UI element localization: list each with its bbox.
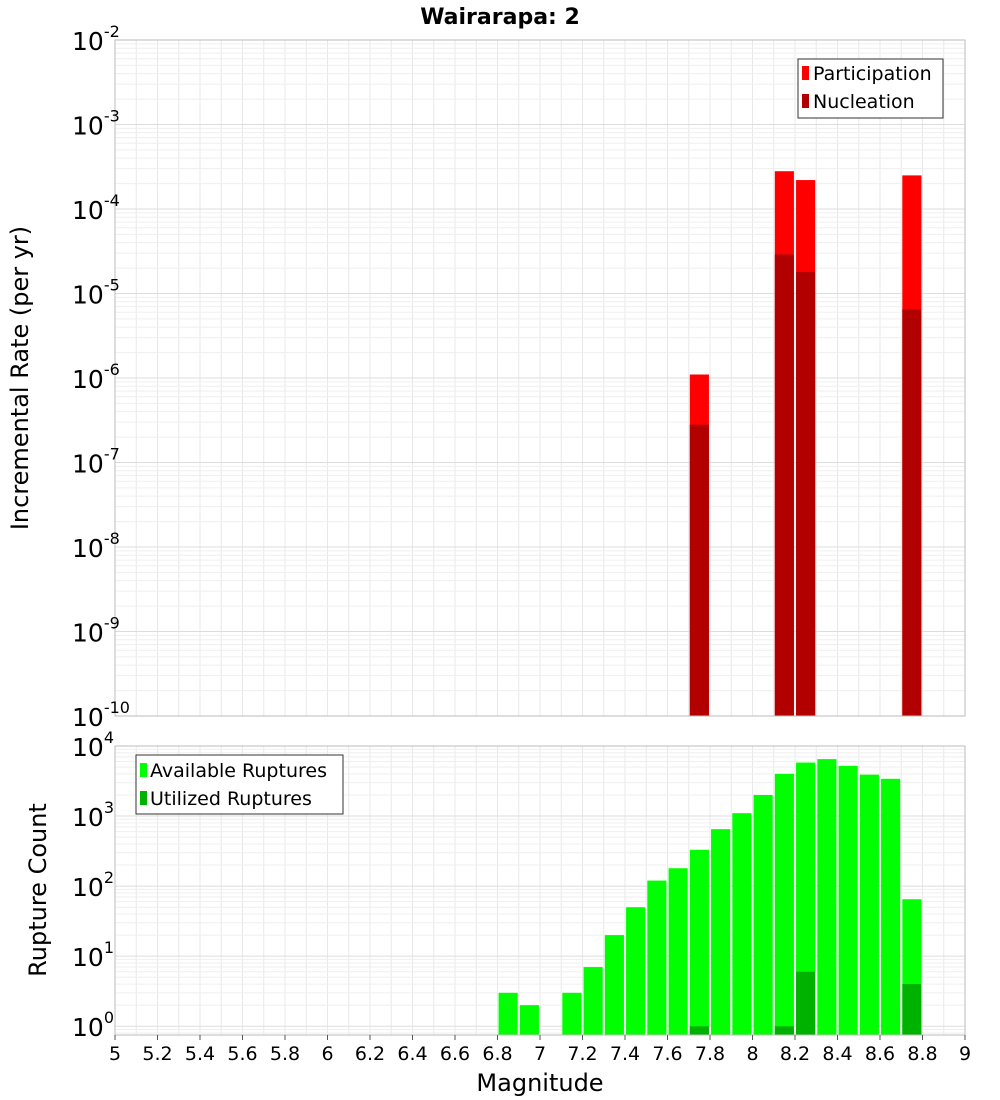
rate-bars (689, 171, 922, 716)
x-tick-label: 8.4 (822, 1043, 852, 1065)
rate-grid (114, 40, 966, 717)
count-y-axis-label: Rupture Count (24, 803, 52, 977)
x-tick-label: 8.6 (865, 1043, 895, 1065)
count-y-tick-label: 103 (72, 798, 114, 832)
bar-available-ruptures (881, 778, 901, 1035)
x-tick-label: 7.4 (610, 1043, 640, 1065)
bar-utilized-ruptures (774, 1026, 794, 1035)
rate-y-tick-label: 10-2 (72, 22, 120, 56)
rate-y-tick-label: 10-8 (72, 529, 120, 563)
bar-available-ruptures (626, 907, 646, 1035)
legend-label-available: Available Ruptures (150, 760, 327, 782)
rate-y-tick-label: 10-4 (72, 191, 120, 225)
rate-plot-frame (114, 39, 966, 717)
rate-y-ticks: 10-2 10-3 10-4 10-5 10-6 10-7 10-8 10-9 10-10 (72, 22, 130, 732)
legend-swatch-utilized (140, 791, 147, 805)
x-tick-label: 5.8 (270, 1043, 300, 1065)
x-tick-label: 6 (321, 1043, 333, 1065)
legend-swatch-nucleation (802, 94, 809, 108)
count-y-tick-label: 102 (72, 868, 114, 902)
x-tick-label: 6.8 (482, 1043, 512, 1065)
x-tick-label: 6.6 (440, 1043, 470, 1065)
count-panel: 104 103 102 101 100 5 5.2 5.4 5.6 5.8 6 6.2 6.4 6.6 6… (24, 728, 971, 1097)
bar-available-ruptures (711, 829, 731, 1035)
bar-available-ruptures (498, 992, 518, 1035)
x-tick-label: 7 (534, 1043, 546, 1065)
count-legend: Available Ruptures Utilized Ruptures (135, 754, 344, 815)
x-tick-label: 6.4 (397, 1043, 427, 1065)
bar-nucleation (774, 254, 794, 716)
bar-available-ruptures (774, 773, 794, 1035)
x-tick-label: 5 (109, 1043, 121, 1065)
bar-available-ruptures (796, 762, 816, 1035)
x-tick-label: 8.2 (780, 1043, 810, 1065)
x-axis-label: Magnitude (476, 1069, 603, 1097)
bar-utilized-ruptures (796, 971, 816, 1035)
x-tick-label: 8 (746, 1043, 758, 1065)
count-y-tick-label: 104 (72, 728, 114, 762)
rate-legend: Participation Nucleation (797, 58, 944, 119)
bar-available-ruptures (817, 759, 837, 1035)
bar-available-ruptures (753, 794, 773, 1035)
bar-available-ruptures (838, 765, 858, 1035)
x-tick-label: 6.2 (355, 1043, 385, 1065)
x-tick-label: 7.6 (652, 1043, 682, 1065)
x-tick-label: 9 (959, 1043, 971, 1065)
rate-y-tick-label: 10-6 (72, 360, 120, 394)
x-tick-label: 5.6 (227, 1043, 257, 1065)
count-y-ticks: 104 103 102 101 100 (72, 728, 114, 1042)
x-tick-label: 7.8 (695, 1043, 725, 1065)
legend-label-participation: Participation (813, 63, 932, 85)
bar-nucleation (796, 271, 816, 716)
bar-nucleation (902, 309, 922, 716)
count-bars (498, 759, 922, 1035)
legend-label-nucleation: Nucleation (813, 91, 915, 113)
bar-available-ruptures (859, 774, 879, 1035)
rate-y-tick-label: 10-9 (72, 614, 120, 648)
bar-available-ruptures (732, 813, 752, 1035)
rate-y-tick-label: 10-3 (72, 107, 120, 141)
x-tick-label: 5.4 (185, 1043, 215, 1065)
bar-utilized-ruptures (902, 984, 922, 1035)
count-y-tick-label: 100 (72, 1008, 114, 1042)
x-tick-label: 7.2 (567, 1043, 597, 1065)
chart-title: Wairarapa: 2 (420, 5, 580, 30)
rate-y-axis-label: Incremental Rate (per yr) (6, 226, 34, 530)
rate-y-tick-label: 10-10 (72, 698, 130, 732)
x-tick-label: 8.8 (907, 1043, 937, 1065)
count-legend-box (135, 754, 344, 815)
bar-available-ruptures (519, 1005, 539, 1035)
legend-swatch-participation (802, 66, 809, 80)
rate-panel: 10-2 10-3 10-4 10-5 10-6 10-7 10-8 10-9 10-10 In… (6, 22, 966, 732)
legend-swatch-available (140, 763, 147, 777)
rate-legend-box (797, 58, 944, 119)
rate-y-tick-label: 10-5 (72, 276, 120, 310)
count-x-ticks: 5 5.2 5.4 5.6 5.8 6 6.2 6.4 6.6 6.8 7 7.2 7.4 7.6 7.8 8… (109, 1035, 971, 1065)
x-tick-label: 5.2 (142, 1043, 172, 1065)
count-y-tick-label: 101 (72, 938, 114, 972)
bar-available-ruptures (604, 935, 624, 1035)
bar-utilized-ruptures (689, 1026, 709, 1035)
bar-nucleation (689, 424, 709, 716)
bar-available-ruptures (583, 967, 603, 1035)
bar-available-ruptures (689, 849, 709, 1035)
bar-available-ruptures (647, 880, 667, 1035)
rate-y-tick-label: 10-7 (72, 445, 120, 479)
bar-available-ruptures (668, 868, 688, 1035)
legend-label-utilized: Utilized Ruptures (150, 788, 312, 810)
bar-available-ruptures (562, 992, 582, 1035)
